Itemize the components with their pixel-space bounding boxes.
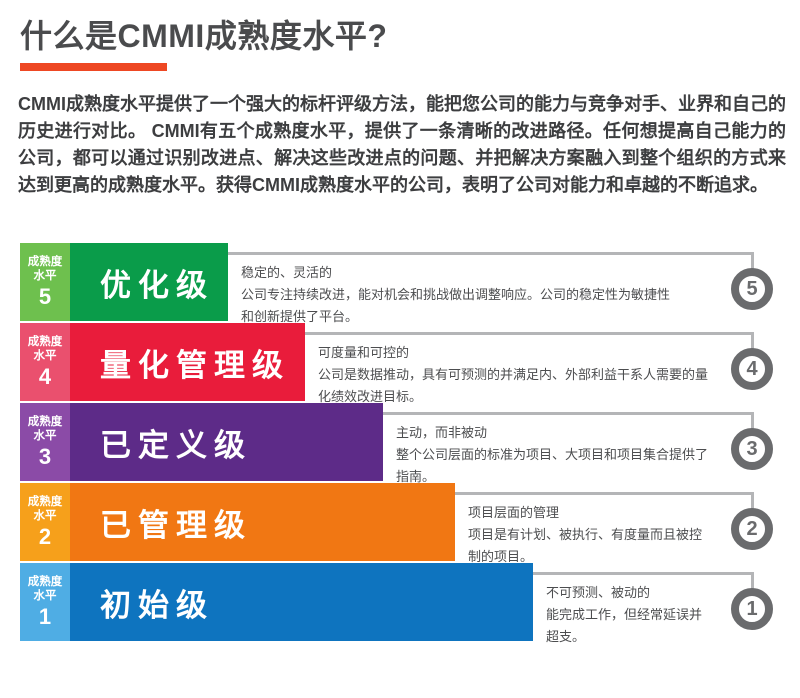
level-description: 可度量和可控的 公司是数据推动，具有可预测的并满足内、外部利益干系人需要的量 化… [318, 345, 709, 404]
level-caption-line1: 成熟度 [27, 576, 63, 588]
level-number: 3 [38, 444, 52, 469]
level-description: 不可预测、被动的 能完成工作，但经常延误并 超支。 [546, 585, 703, 644]
level-name: 已管理级 [100, 507, 252, 543]
connector-line-vertical [751, 492, 754, 510]
level-bar: 初始级 [70, 563, 533, 641]
level-badge-number: 2 [746, 517, 758, 540]
level-badge-number: 1 [746, 597, 758, 620]
maturity-chart: 成熟度 水平 5 优化级 稳定的、灵活的 公司专注持续改进，能对机会和挑战做出调… [20, 243, 800, 644]
level-axis-label: 成熟度 水平 4 [20, 323, 70, 401]
level-caption-line2: 水平 [33, 350, 57, 362]
level-description: 稳定的、灵活的 公司专注持续改进，能对机会和挑战做出调整响应。公司的稳定性为敏捷… [241, 265, 671, 324]
level-bar: 已定义级 [70, 403, 383, 481]
level-badge: 2 [731, 508, 773, 550]
level-description: 项目层面的管理 项目是有计划、被执行、有度量而且被控 制的项目。 [468, 505, 703, 564]
level-bar: 量化管理级 [70, 323, 305, 401]
connector-line-vertical [751, 572, 754, 590]
infographic-page: 什么是CMMI成熟度水平? CMMI成熟度水平提供了一个强大的标杆评级方法，能把… [0, 16, 800, 698]
level-badge: 4 [731, 348, 773, 390]
level-bar: 已管理级 [70, 483, 455, 561]
connector-line-horizontal [305, 332, 754, 335]
level-caption-line2: 水平 [33, 270, 57, 282]
maturity-row-level-4: 成熟度 水平 4 量化管理级 可度量和可控的 公司是数据推动，具有可预测的并满足… [20, 323, 800, 404]
level-name: 已定义级 [100, 427, 252, 463]
connector-line-vertical [751, 412, 754, 430]
connector-line-vertical [751, 332, 754, 350]
connector-line-horizontal [383, 412, 754, 415]
level-caption-line1: 成熟度 [27, 416, 63, 428]
level-caption-line1: 成熟度 [27, 336, 63, 348]
level-badge: 3 [731, 428, 773, 470]
level-axis-label: 成熟度 水平 1 [20, 563, 70, 641]
level-caption-line1: 成熟度 [27, 496, 63, 508]
level-number: 2 [38, 524, 52, 549]
level-caption-line1: 成熟度 [27, 256, 63, 268]
level-name: 优化级 [100, 267, 214, 303]
level-badge-number: 4 [746, 357, 758, 380]
level-name: 量化管理级 [100, 347, 290, 383]
connector-line-horizontal [533, 572, 754, 575]
level-caption-line2: 水平 [33, 510, 57, 522]
level-name: 初始级 [100, 587, 214, 623]
level-number: 4 [38, 364, 52, 389]
level-description: 主动，而非被动 整个公司层面的标准为项目、大项目和项目集合提供了 指南。 [396, 425, 709, 484]
level-caption-line2: 水平 [33, 430, 57, 442]
level-number: 5 [38, 284, 52, 309]
level-axis-label: 成熟度 水平 3 [20, 403, 70, 481]
connector-line-horizontal [228, 252, 754, 255]
level-number: 1 [38, 604, 52, 629]
maturity-row-level-1: 成熟度 水平 1 初始级 不可预测、被动的 能完成工作，但经常延误并 超支。 1 [20, 563, 800, 644]
level-caption-line2: 水平 [33, 590, 57, 602]
level-badge: 1 [731, 588, 773, 630]
maturity-row-level-2: 成熟度 水平 2 已管理级 项目层面的管理 项目是有计划、被执行、有度量而且被控… [20, 483, 800, 564]
level-badge: 5 [731, 268, 773, 310]
connector-line-vertical [751, 252, 754, 270]
level-axis-label: 成熟度 水平 2 [20, 483, 70, 561]
title-underline [20, 63, 167, 71]
level-badge-number: 5 [746, 277, 758, 300]
connector-line-horizontal [455, 492, 754, 495]
page-title: 什么是CMMI成熟度水平? [20, 18, 388, 54]
level-bar: 优化级 [70, 243, 228, 321]
intro-paragraph: CMMI成熟度水平提供了一个强大的标杆评级方法，能把您公司的能力与竞争对手、业界… [18, 94, 786, 195]
level-axis-label: 成熟度 水平 5 [20, 243, 70, 321]
maturity-row-level-3: 成熟度 水平 3 已定义级 主动，而非被动 整个公司层面的标准为项目、大项目和项… [20, 403, 800, 484]
maturity-row-level-5: 成熟度 水平 5 优化级 稳定的、灵活的 公司专注持续改进，能对机会和挑战做出调… [20, 243, 800, 324]
level-badge-number: 3 [746, 437, 758, 460]
